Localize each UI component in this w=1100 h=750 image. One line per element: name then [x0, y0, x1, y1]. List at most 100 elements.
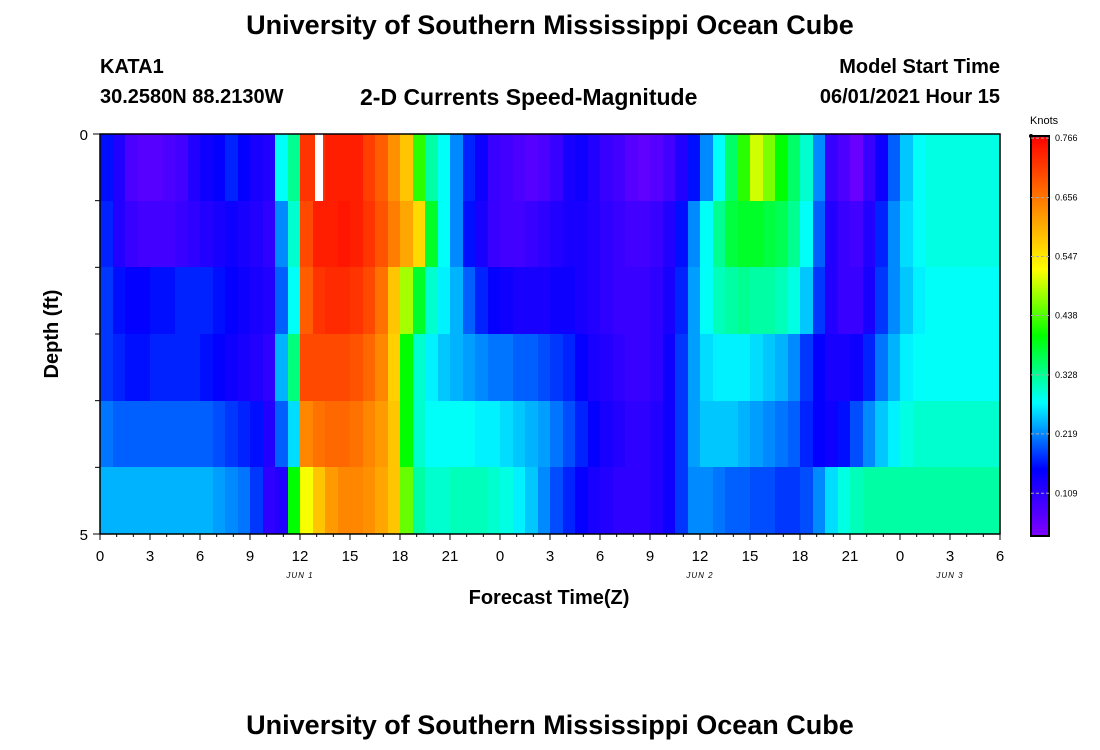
heatmap-cell	[113, 334, 126, 402]
heatmap-cell	[763, 467, 776, 535]
heatmap-cell	[425, 201, 439, 268]
heatmap-cell	[238, 267, 251, 335]
heatmap-cell	[125, 467, 139, 535]
heatmap-cell	[213, 334, 226, 402]
heatmap-cell	[100, 134, 114, 202]
heatmap-cell	[750, 201, 764, 268]
heatmap-cell	[138, 134, 151, 202]
heatmap-cell	[300, 201, 314, 268]
x-tick-label: 18	[792, 548, 809, 565]
heatmap-cell	[788, 201, 801, 268]
heatmap-cell	[613, 267, 626, 335]
heatmap-cell	[675, 134, 689, 202]
x-tick-label: 21	[442, 548, 459, 565]
heatmap-cell	[525, 401, 539, 468]
heatmap-cell	[988, 134, 1001, 202]
heatmap-cell	[850, 401, 864, 468]
heatmap-cell	[125, 201, 139, 268]
x-tick-label: 6	[596, 548, 604, 565]
heatmap-cell	[900, 134, 914, 202]
heatmap-cell	[825, 201, 839, 268]
heatmap-cell	[175, 334, 189, 402]
heatmap-cell	[500, 267, 514, 335]
heatmap-cell	[738, 267, 751, 335]
heatmap-cell	[963, 401, 976, 468]
heatmap-cell	[938, 334, 951, 402]
date-label: JUN 1	[285, 571, 313, 580]
heatmap-cell	[438, 401, 451, 468]
heatmap-cell	[913, 401, 926, 468]
heatmap-cell	[625, 401, 639, 468]
heatmap-cell	[813, 401, 826, 468]
heatmap-cell	[888, 134, 901, 202]
heatmap-cell	[238, 201, 251, 268]
heatmap-cell	[613, 334, 626, 402]
heatmap-cell	[113, 267, 126, 335]
heatmap-cell	[875, 201, 889, 268]
heatmap-cell	[363, 334, 376, 402]
heatmap-cell	[563, 401, 576, 468]
heatmap-cell	[913, 201, 926, 268]
heatmap-cell	[675, 201, 689, 268]
x-tick-label: 3	[946, 548, 954, 565]
heatmap-cell	[875, 467, 889, 535]
heatmap-cell	[500, 134, 514, 202]
heatmap-cell	[488, 334, 501, 402]
heatmap-cell	[425, 334, 439, 402]
heatmap-cell	[213, 267, 226, 335]
heatmap-cell	[963, 201, 976, 268]
heatmap-cell	[500, 467, 514, 535]
heatmap-cell	[525, 201, 539, 268]
heatmap-cell	[463, 334, 476, 402]
heatmap-cell	[200, 201, 214, 268]
heatmap-cell	[588, 267, 601, 335]
heatmap-cell	[813, 134, 826, 202]
heatmap-cell	[575, 201, 589, 268]
heatmap-cell	[913, 467, 926, 535]
heatmap-cell	[263, 467, 276, 535]
heatmap-cell	[113, 201, 126, 268]
heatmap-cell	[550, 134, 564, 202]
heatmap-cell	[763, 334, 776, 402]
heatmap-cell	[163, 134, 176, 202]
heatmap-cell	[450, 401, 464, 468]
heatmap-cell	[275, 201, 289, 268]
heatmap-cell	[438, 134, 451, 202]
heatmap-cell	[288, 334, 301, 402]
heatmap-cell	[700, 201, 714, 268]
heatmap-cell	[113, 467, 126, 535]
heatmap-cell	[813, 201, 826, 268]
heatmap-cell	[650, 401, 664, 468]
heatmap-cell	[150, 401, 164, 468]
heatmap-cell	[400, 467, 414, 535]
heatmap-cell	[250, 201, 264, 268]
heatmap-cell	[213, 201, 226, 268]
heatmap-cell	[725, 401, 739, 468]
heatmap-cell	[163, 401, 176, 468]
heatmap-cell	[663, 201, 676, 268]
heatmap-cell	[488, 401, 501, 468]
x-tick-label: 0	[96, 548, 104, 565]
x-tick-label: 0	[496, 548, 504, 565]
heatmap-cell	[600, 401, 614, 468]
heatmap-cell	[463, 201, 476, 268]
heatmap-cell	[400, 201, 414, 268]
heatmap-cell	[688, 201, 701, 268]
heatmap-cell	[925, 267, 939, 335]
heatmap-cell	[100, 267, 114, 335]
heatmap-cell	[713, 134, 726, 202]
heatmap-cell	[438, 267, 451, 335]
heatmap-cell	[638, 401, 651, 468]
heatmap-cell	[563, 334, 576, 402]
heatmap-cell	[288, 134, 301, 202]
heatmap-cell	[350, 401, 364, 468]
heatmap-cell	[475, 467, 489, 535]
heatmap-cell	[150, 467, 164, 535]
heatmap-cell	[475, 401, 489, 468]
heatmap-cell	[663, 334, 676, 402]
heatmap-cell	[788, 401, 801, 468]
heatmap-cell	[763, 401, 776, 468]
heatmap-cell	[175, 201, 189, 268]
heatmap-cell	[713, 201, 726, 268]
heatmap-cell	[988, 201, 1001, 268]
